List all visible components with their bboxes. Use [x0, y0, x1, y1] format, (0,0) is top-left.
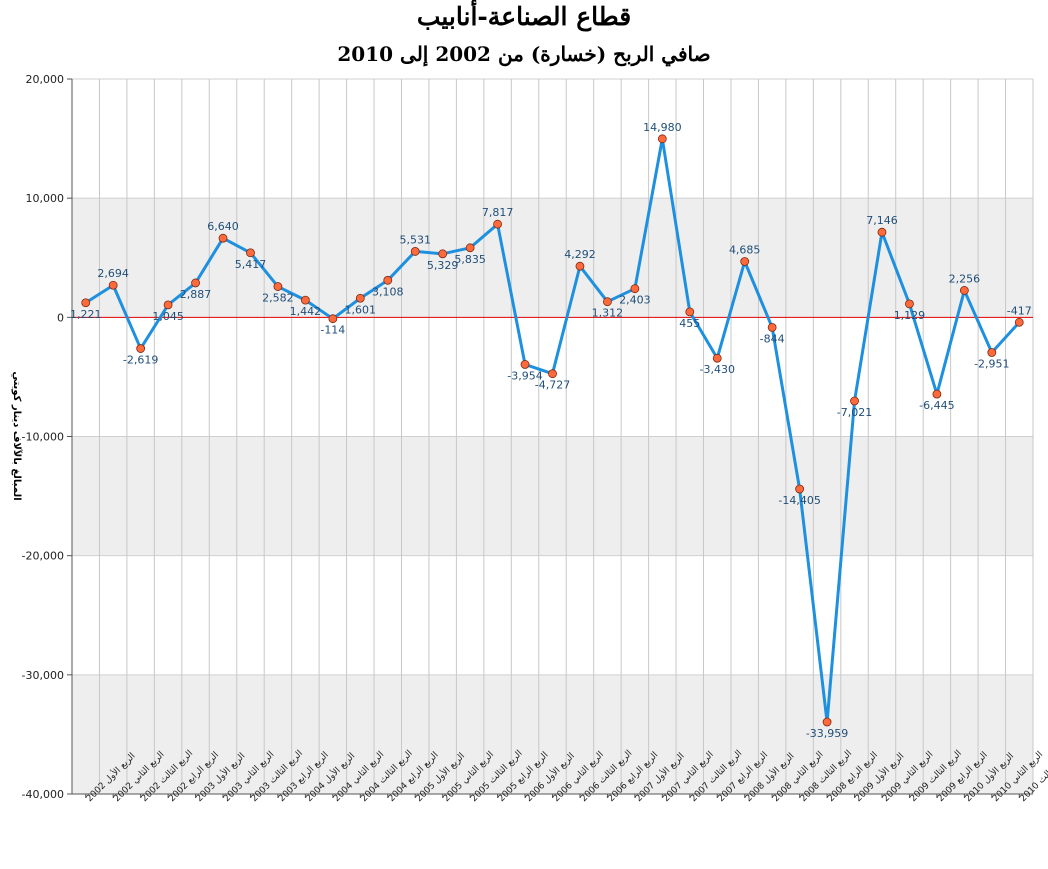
vertical-gridlines — [71, 79, 1034, 794]
data-point — [850, 396, 859, 406]
data-label: 14,980 — [643, 121, 682, 134]
data-label: 2,403 — [619, 294, 651, 307]
data-point — [740, 257, 750, 266]
data-label: 7,146 — [866, 214, 898, 227]
data-label: -3,430 — [700, 363, 735, 376]
data-point — [191, 278, 200, 288]
data-point — [383, 275, 393, 285]
data-point — [877, 227, 887, 237]
chart-subtitle: صافي الربح (خسارة) من 2002 إلى 2010 — [337, 42, 711, 66]
data-label: 6,640 — [207, 220, 239, 233]
data-point — [932, 389, 942, 399]
data-label: 4,292 — [564, 248, 596, 261]
data-label: -4,727 — [535, 379, 570, 392]
y-tick-label: 20,000 — [26, 73, 65, 86]
data-label: 2,256 — [949, 272, 981, 285]
data-point — [136, 344, 146, 353]
y-tick-label: -10,000 — [22, 431, 64, 444]
data-label: -33,959 — [806, 727, 848, 740]
y-tick-label: -40,000 — [22, 788, 64, 801]
data-label: 5,835 — [454, 253, 486, 266]
data-point — [493, 219, 502, 229]
data-point — [987, 348, 997, 357]
data-label: -2,619 — [123, 354, 158, 367]
data-point — [685, 307, 695, 317]
data-point — [959, 286, 969, 295]
plot-band — [72, 436, 1033, 556]
data-label: 2,694 — [97, 267, 129, 280]
data-point — [273, 282, 283, 291]
data-label: -14,405 — [778, 494, 820, 507]
data-point — [163, 300, 173, 310]
data-point — [218, 233, 228, 243]
data-point — [822, 717, 832, 727]
data-point — [905, 299, 914, 309]
data-point — [328, 314, 338, 324]
data-point — [108, 280, 118, 290]
data-label: -3,954 — [507, 369, 542, 382]
data-point — [465, 243, 475, 253]
data-label: 7,817 — [482, 206, 514, 219]
data-label: 2,582 — [262, 292, 294, 305]
y-tick-label: -30,000 — [22, 669, 64, 682]
data-label: 5,329 — [427, 259, 459, 272]
data-label: -6,445 — [919, 399, 954, 412]
data-label: 1,221 — [70, 308, 102, 321]
data-point — [575, 261, 585, 271]
data-label: -7,021 — [837, 406, 872, 419]
y-tick-labels: 20,000 10,000 0 -10,000 -20,000 -30,000 -40,00… — [22, 73, 72, 801]
data-label: 4,685 — [729, 244, 761, 257]
data-labels: 1,221 2,694 -2,619 1,045 2,887 6,640 5,417 2,58… — [70, 121, 1032, 740]
data-label: 5,531 — [399, 233, 431, 246]
data-point — [603, 297, 612, 307]
chart-title: قطاع الصناعة-أنابيب — [416, 2, 632, 31]
y-tick-label: 0 — [57, 311, 64, 324]
data-label: 1,442 — [290, 305, 322, 318]
data-point — [246, 248, 255, 258]
data-point — [81, 298, 91, 308]
data-point — [712, 353, 722, 363]
data-point — [520, 360, 530, 369]
plot-band — [72, 674, 1033, 794]
series-markers — [81, 134, 1024, 727]
data-point — [795, 484, 805, 494]
data-point — [767, 322, 777, 332]
data-point — [438, 249, 448, 259]
data-label: 1,601 — [345, 303, 377, 316]
data-label: -114 — [320, 324, 345, 337]
data-point — [300, 295, 310, 305]
data-point — [630, 284, 640, 294]
data-point — [410, 247, 420, 256]
data-label: 3,108 — [372, 285, 404, 298]
data-label: -417 — [1007, 304, 1032, 317]
y-axis-label: المبالغ بالآلاف دينار كويتي — [11, 371, 23, 500]
data-point — [548, 369, 557, 379]
plot-bands — [72, 78, 1033, 795]
y-tick-label: 10,000 — [26, 192, 65, 205]
data-label: 1,045 — [152, 310, 184, 323]
y-tick-label: -20,000 — [22, 550, 64, 563]
data-label: 5,417 — [235, 258, 267, 271]
data-label: 1,129 — [894, 309, 926, 322]
data-label: 1,312 — [592, 307, 624, 320]
data-label: 2,887 — [180, 288, 212, 301]
data-point — [355, 293, 365, 303]
data-label: -2,951 — [974, 357, 1009, 370]
data-point — [1014, 317, 1024, 327]
data-point — [657, 134, 667, 144]
data-label: -844 — [760, 332, 785, 345]
data-label: 455 — [679, 317, 700, 330]
